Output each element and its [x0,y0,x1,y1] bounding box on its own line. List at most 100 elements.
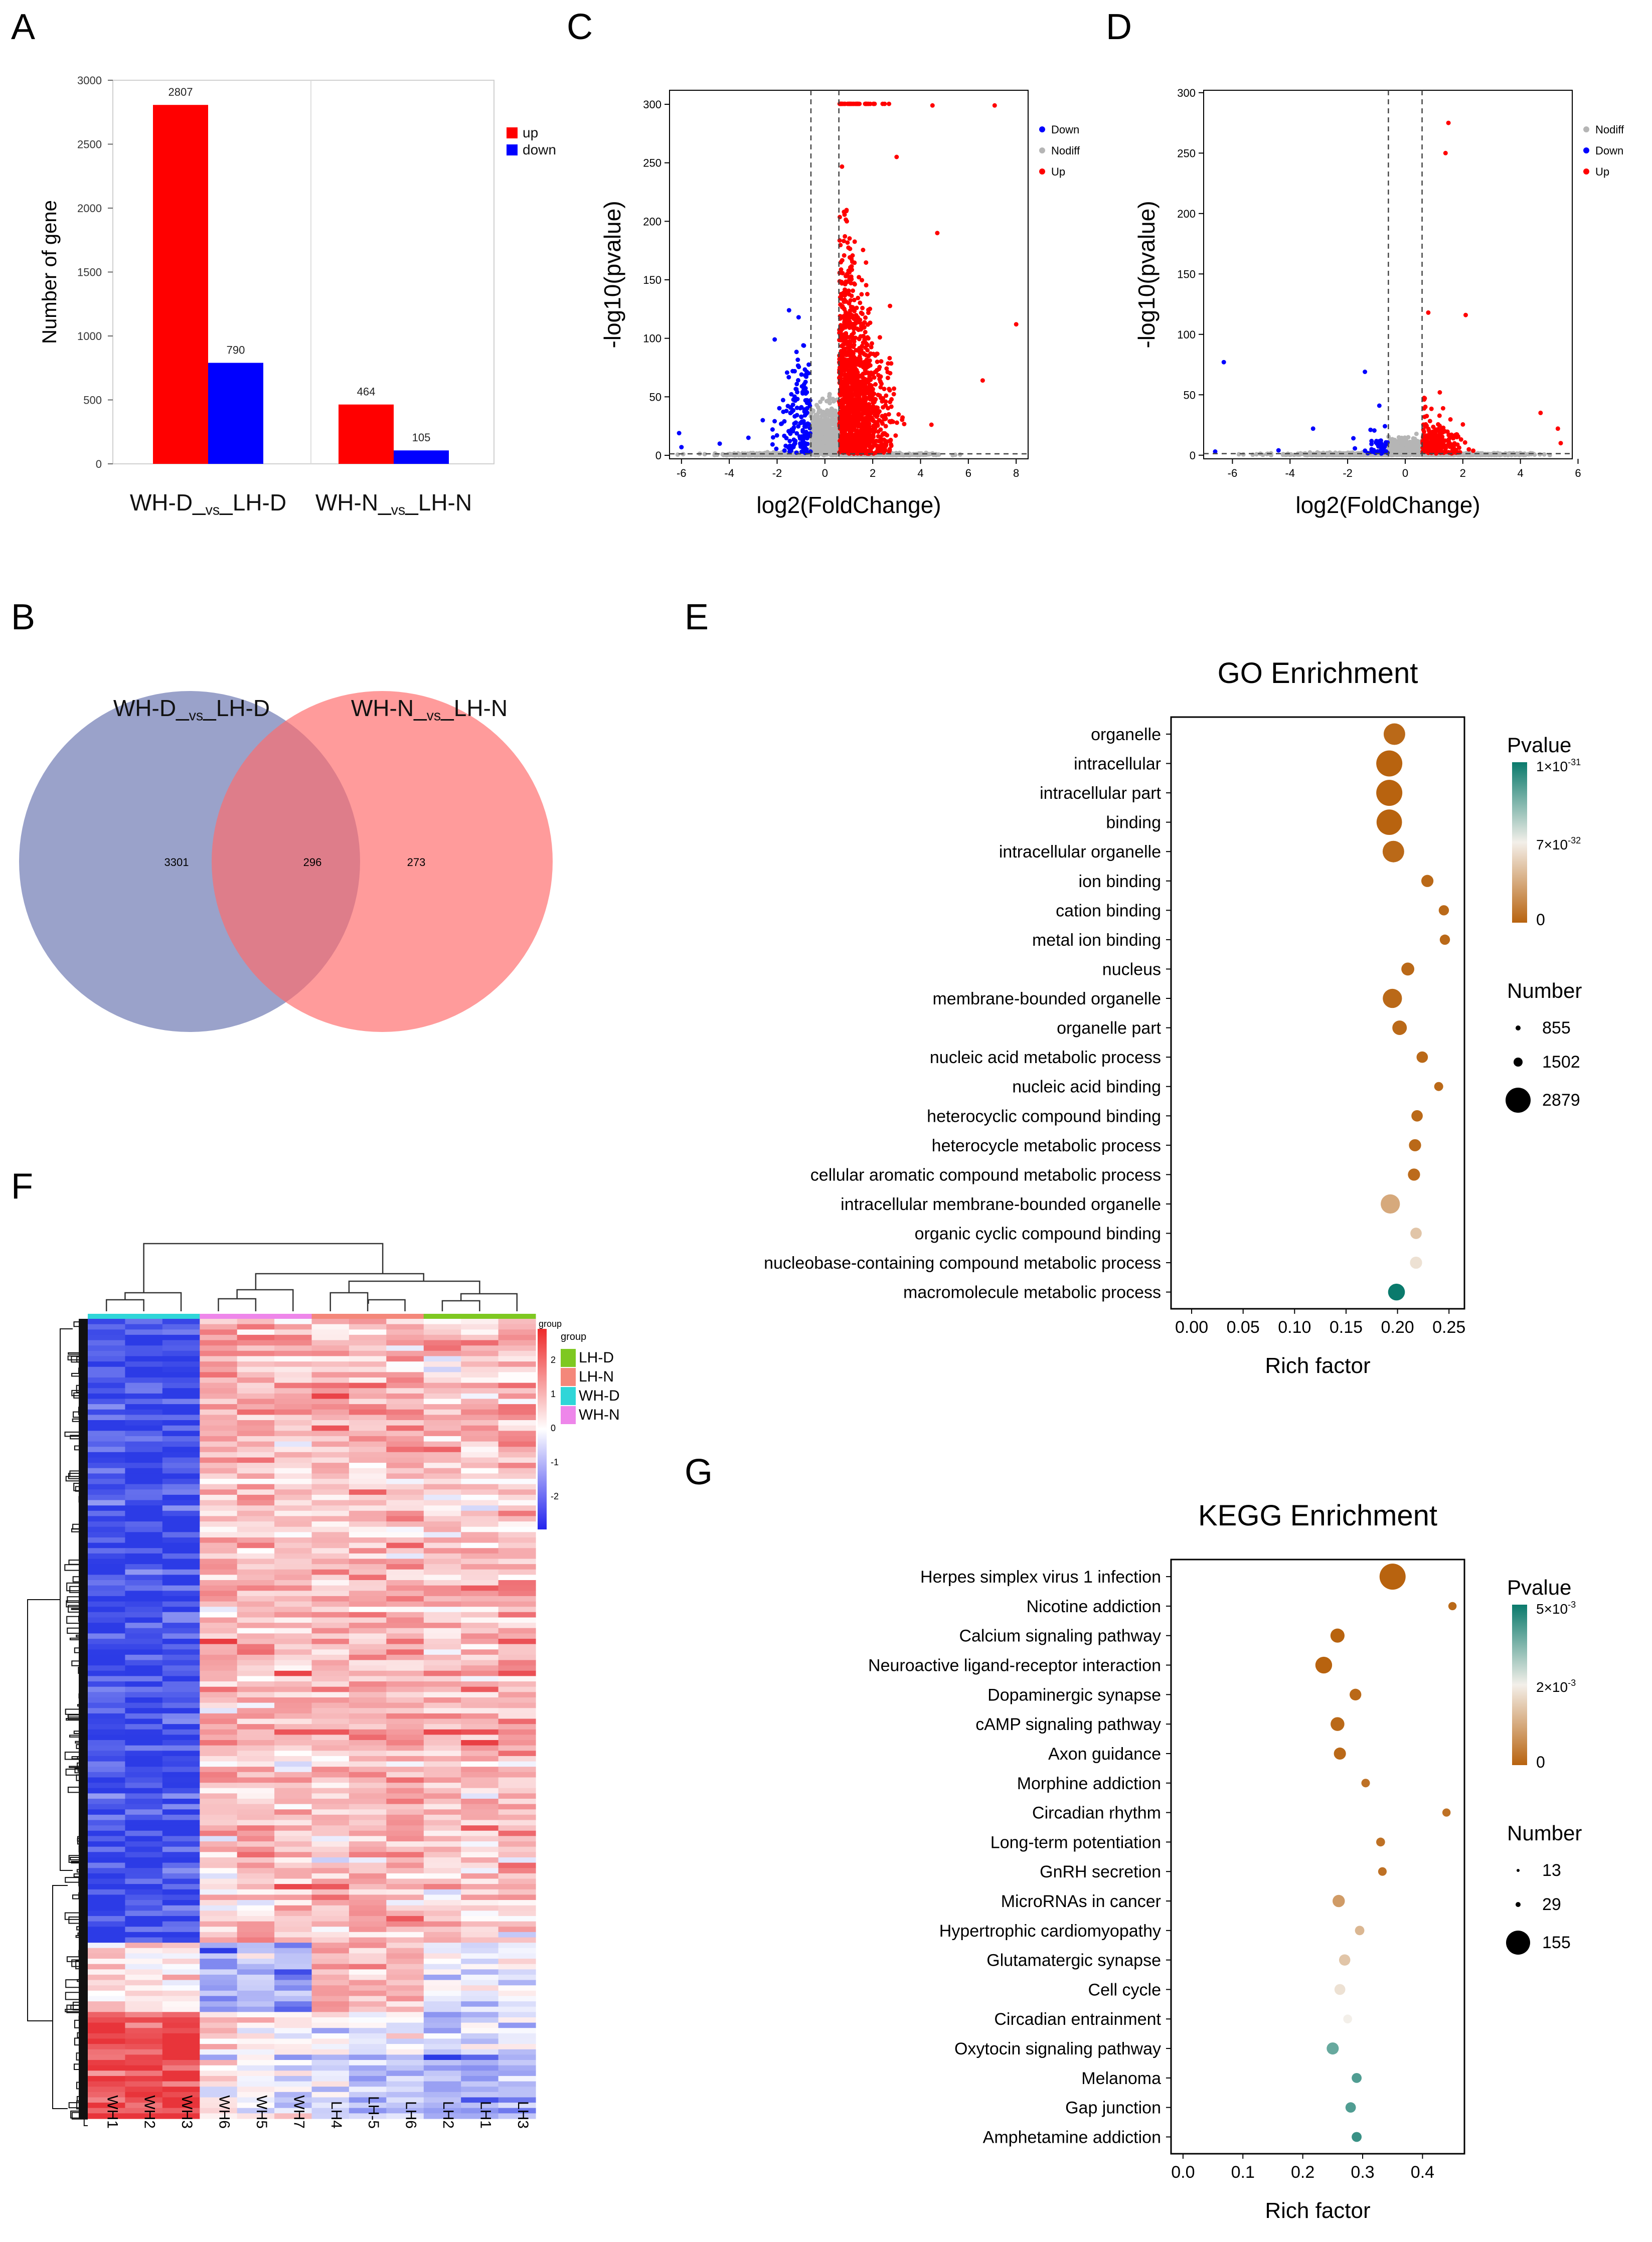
point-up [855,398,860,403]
point-up [840,305,845,310]
point-up [866,360,871,365]
point-up [838,365,842,370]
point-up [877,418,882,423]
point-up [864,416,869,421]
point-up [863,379,868,384]
point-nodiff [816,408,821,413]
y-tick-label: 0 [655,449,662,462]
venn-count-overlap: 296 [303,856,322,869]
point-up [866,336,871,341]
legend-label: Up [1051,165,1065,178]
y-tick-label: 200 [643,215,662,228]
y-tick-label: 300 [1177,87,1196,99]
point-up [863,329,868,334]
point-up [864,353,869,358]
venn-circle-right [212,691,553,1032]
point-down [795,358,800,362]
point-up [852,432,857,437]
point-down [798,421,803,426]
point-up [844,407,849,412]
bar-value-label: 790 [227,344,245,357]
point-up [879,359,884,364]
point-up [870,427,875,432]
point-up [839,415,844,420]
venn-set-label: WH-N_vs_LH-N [351,695,508,724]
y-tick-label: 2500 [77,138,102,151]
volcano-plot-wh-d-panel: -6 -4 -2 0 2 4 6 8050100150200250300log2(FoldCh… [599,90,1080,518]
point-up [892,386,897,391]
point-up [880,442,885,447]
point-up [847,301,852,306]
point-up [865,292,870,296]
point-down [789,445,794,450]
point-up [838,215,842,220]
point-up [889,443,894,448]
point-up [858,300,863,305]
point-up [850,381,855,386]
point-nodiff [830,437,835,442]
point-up [863,315,868,320]
x-tick-label: -6 [1228,467,1238,479]
point-up [893,433,898,438]
point-nodiff [820,396,825,401]
y-tick-label: 300 [643,98,662,111]
point-up [840,281,845,286]
point-up [857,401,862,406]
legend-label: Down [1051,123,1079,136]
point-up [886,412,891,417]
point-up [880,432,885,437]
x-tick-label: 2 [870,467,876,479]
y-axis-title: -log10(pvalue) [599,201,625,348]
point-up [841,434,846,439]
y-tick-label: 250 [1177,147,1196,159]
point-up [864,365,869,370]
point-up [860,305,865,310]
x-tick-label: -6 [677,467,687,479]
point-down [802,409,807,414]
point-up [869,444,874,449]
point-up [889,361,894,366]
point-up [875,423,880,428]
x-category-label-part: WH-N_ [315,489,392,515]
point-up [849,277,854,282]
x-tick-label: -2 [772,467,782,479]
point-up [884,366,889,371]
point-down [803,380,808,385]
point-up [888,371,893,376]
point-up [894,154,899,159]
x-tick-label: 6 [1575,467,1581,479]
point-up [854,313,859,318]
point-up [852,297,857,302]
point-up [887,448,892,453]
point-down [801,343,806,348]
point-up [839,370,844,375]
point-up [873,370,878,375]
point-down [803,441,808,446]
point-down [746,435,751,440]
point-up [851,366,856,371]
point-up [852,342,857,348]
legend-dot [1039,147,1045,153]
point-up [857,320,862,325]
point-down [782,448,787,453]
y-tick-label: 0 [1190,449,1196,462]
point-up [854,348,859,353]
point-up [863,390,868,395]
point-up [853,335,858,340]
point-down [774,446,779,451]
point-up [847,361,852,366]
point-nodiff [917,452,922,457]
point-up [856,384,861,389]
x-axis-title: log2(FoldChange) [1295,492,1480,518]
point-up [888,438,893,442]
volcano-points [675,101,1019,458]
point-down [679,445,684,450]
point-up [930,103,935,108]
point-nodiff [827,442,832,447]
bar-value-label: 2807 [169,86,193,98]
point-up [842,332,847,337]
point-up [887,388,892,393]
point-down [787,439,792,443]
point-down [792,414,797,419]
point-up [873,398,877,403]
